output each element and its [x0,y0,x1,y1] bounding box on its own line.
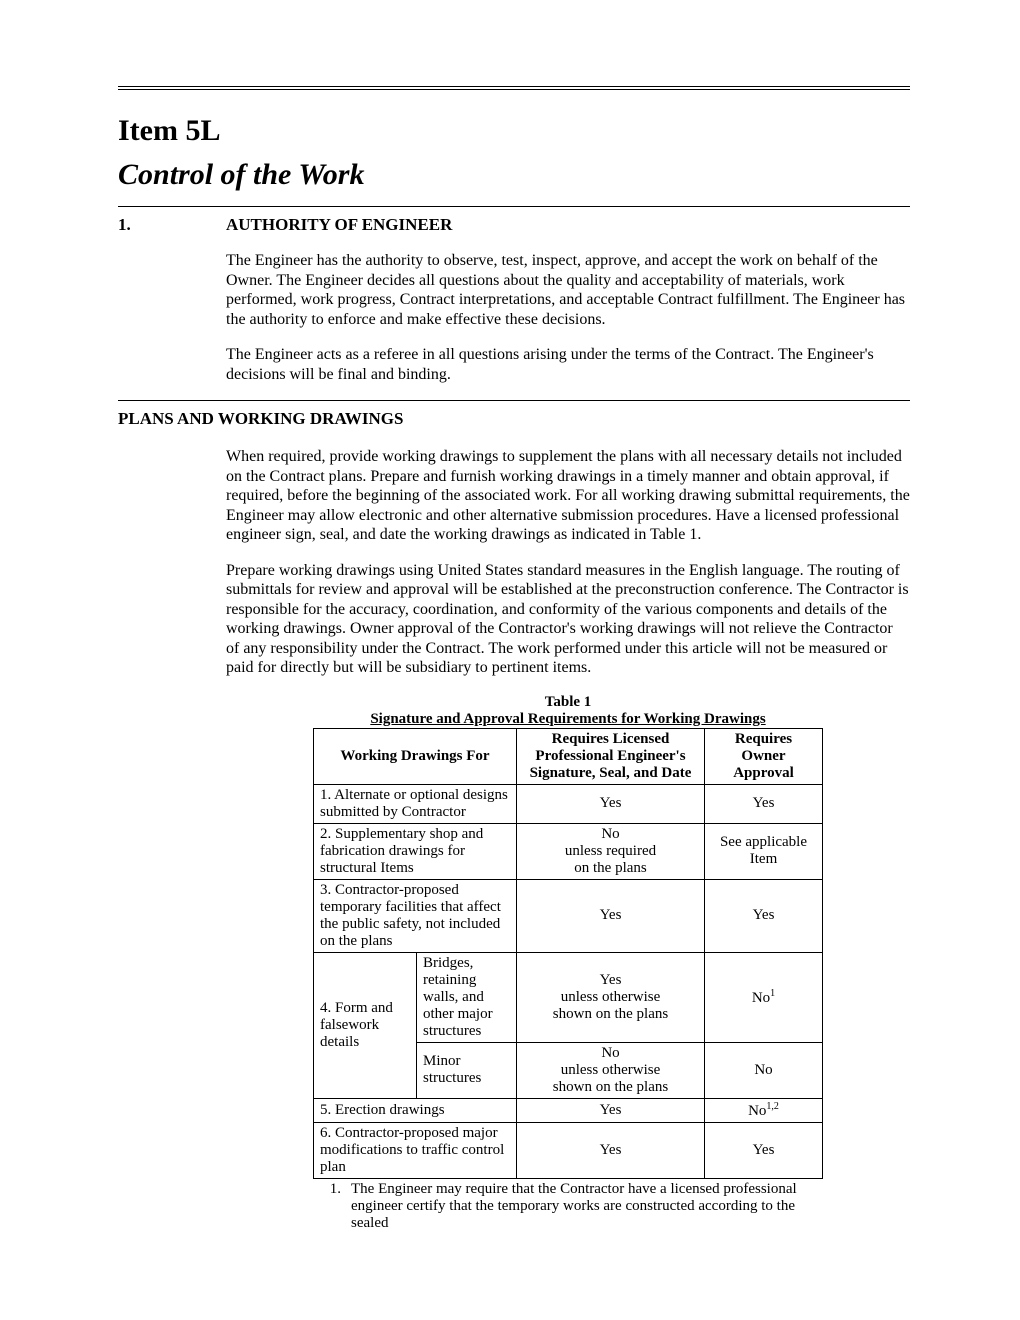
cell-value: No [748,1103,766,1119]
section-2-para-1: When required, provide working drawings … [226,447,910,545]
footnote-1: 1. The Engineer may require that the Con… [313,1181,823,1232]
section-2-body: When required, provide working drawings … [226,447,910,678]
section-1-heading-row: 1. AUTHORITY OF ENGINEER [118,215,910,235]
col-header-1: Working Drawings For [314,728,517,784]
cell: Yes [705,879,823,952]
cell: Yes unless otherwise shown on the plans [517,952,705,1042]
section-1-heading: AUTHORITY OF ENGINEER [226,215,452,235]
cell-line: unless otherwise [561,1062,661,1078]
cell: Yes [705,784,823,823]
cell-line: shown on the plans [553,1079,668,1095]
footnote-text: The Engineer may require that the Contra… [351,1181,823,1232]
cell: 2. Supplementary shop and fabrication dr… [314,823,517,879]
section-2-para-2: Prepare working drawings using United St… [226,561,910,678]
section-1-body: The Engineer has the authority to observ… [226,251,910,384]
section-rule [118,206,910,207]
top-rule [118,86,910,90]
cell: Yes [705,1122,823,1178]
footnote-ref: 1 [770,988,775,999]
cell-line: No [601,1045,619,1061]
cell-line: Yes [600,972,622,988]
table-header-row: Working Drawings For Requires Licensed P… [314,728,823,784]
document-page: Item 5L Control of the Work 1. AUTHORITY… [0,0,1020,1320]
item-number: Item 5L [118,114,910,148]
table-row: 1. Alternate or optional designs submitt… [314,784,823,823]
table-caption: Table 1 [226,694,910,711]
cell: 1. Alternate or optional designs submitt… [314,784,517,823]
section-2-heading: PLANS AND WORKING DRAWINGS [118,409,910,429]
table-row: 2. Supplementary shop and fabrication dr… [314,823,823,879]
item-title: Control of the Work [118,158,910,192]
cell-line: shown on the plans [553,1006,668,1022]
cell: No unless required on the plans [517,823,705,879]
table-row: 5. Erection drawings Yes No1,2 [314,1098,823,1122]
footnote-number: 1. [313,1181,351,1232]
cell: No1 [705,952,823,1042]
table-row: 6. Contractor-proposed major modificatio… [314,1122,823,1178]
cell: See applicable Item [705,823,823,879]
section-rule [118,400,910,401]
cell: No unless otherwise shown on the plans [517,1042,705,1098]
cell-line: No [601,826,619,842]
cell: 6. Contractor-proposed major modificatio… [314,1122,517,1178]
cell-line: on the plans [574,860,647,876]
section-1-para-2: The Engineer acts as a referee in all qu… [226,345,910,384]
section-1-para-1: The Engineer has the authority to observ… [226,251,910,329]
section-1-number: 1. [118,215,226,235]
requirements-table: Working Drawings For Requires Licensed P… [313,728,823,1179]
table-row: 4. Form and falsework details Bridges, r… [314,952,823,1042]
cell: 4. Form and falsework details [314,952,417,1098]
cell: 3. Contractor-proposed temporary facilit… [314,879,517,952]
cell: Yes [517,879,705,952]
cell: Yes [517,1098,705,1122]
col-header-2: Requires Licensed Professional Engineer'… [517,728,705,784]
cell: Yes [517,784,705,823]
cell-line: unless required [565,843,656,859]
cell-value: No [752,990,770,1006]
table-subcaption: Signature and Approval Requirements for … [226,711,910,728]
table-1-wrapper: Table 1 Signature and Approval Requireme… [226,694,910,1232]
cell-line: unless otherwise [561,989,661,1005]
cell: No1,2 [705,1098,823,1122]
cell: No [705,1042,823,1098]
cell: Yes [517,1122,705,1178]
table-row: 3. Contractor-proposed temporary facilit… [314,879,823,952]
col-header-3: Requires Owner Approval [705,728,823,784]
cell: Bridges, retaining walls, and other majo… [417,952,517,1042]
cell: Minor structures [417,1042,517,1098]
footnote-ref: 1,2 [766,1101,779,1112]
cell: 5. Erection drawings [314,1098,517,1122]
